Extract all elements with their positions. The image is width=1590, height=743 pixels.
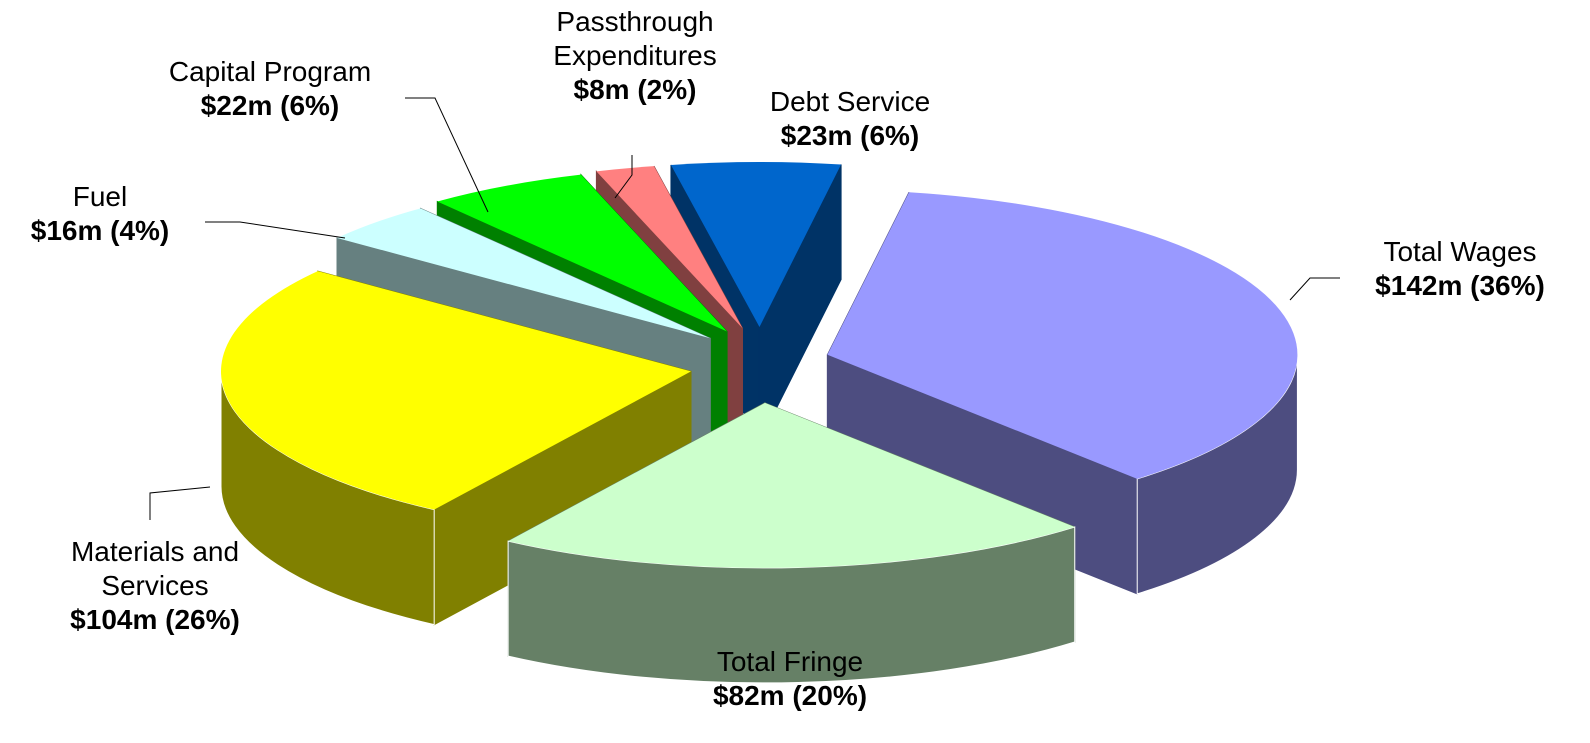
leader-line [405, 97, 489, 213]
value-label: $8m (2%) [573, 74, 697, 105]
leader-line [614, 155, 633, 199]
category-label: Total Fringe [716, 646, 864, 677]
slice-label: Passthrough Expenditures $8m (2%) [553, 5, 716, 107]
value-label: $104m (26%) [70, 604, 240, 635]
slice-label: Materials and Services $104m (26%) [70, 535, 240, 637]
slice-top [508, 402, 1075, 568]
slice-top [827, 192, 1298, 479]
slice-top [596, 166, 743, 329]
category-label: Passthrough Expenditures [553, 6, 717, 71]
value-label: $82m (20%) [712, 680, 868, 711]
slice-top [221, 271, 692, 510]
value-label: $142m (36%) [1375, 270, 1545, 301]
category-label: Total Wages [1383, 236, 1537, 267]
pie-slice [507, 402, 1076, 684]
slice-top [670, 162, 842, 328]
category-label: Capital Program [168, 56, 372, 87]
slice-top [437, 174, 728, 332]
slice-label: Debt Service $23m (6%) [770, 85, 930, 153]
category-label: Fuel [72, 181, 128, 212]
category-label: Materials and Services [70, 536, 240, 601]
slice-label: Fuel $16m (4%) [31, 180, 170, 248]
value-label: $16m (4%) [30, 215, 170, 246]
leader-line [149, 486, 211, 520]
leader-line [1289, 277, 1340, 301]
slice-label: Total Fringe $82m (20%) [713, 645, 867, 713]
leader-line [205, 221, 346, 239]
slice-label: Total Wages $142m (36%) [1375, 235, 1545, 303]
value-label: $23m (6%) [780, 120, 920, 151]
slice-label: Capital Program $22m (6%) [169, 55, 371, 123]
category-label: Debt Service [769, 86, 931, 117]
value-label: $22m (6%) [200, 90, 340, 121]
slice-top [337, 208, 711, 339]
pie-slice [220, 270, 692, 626]
